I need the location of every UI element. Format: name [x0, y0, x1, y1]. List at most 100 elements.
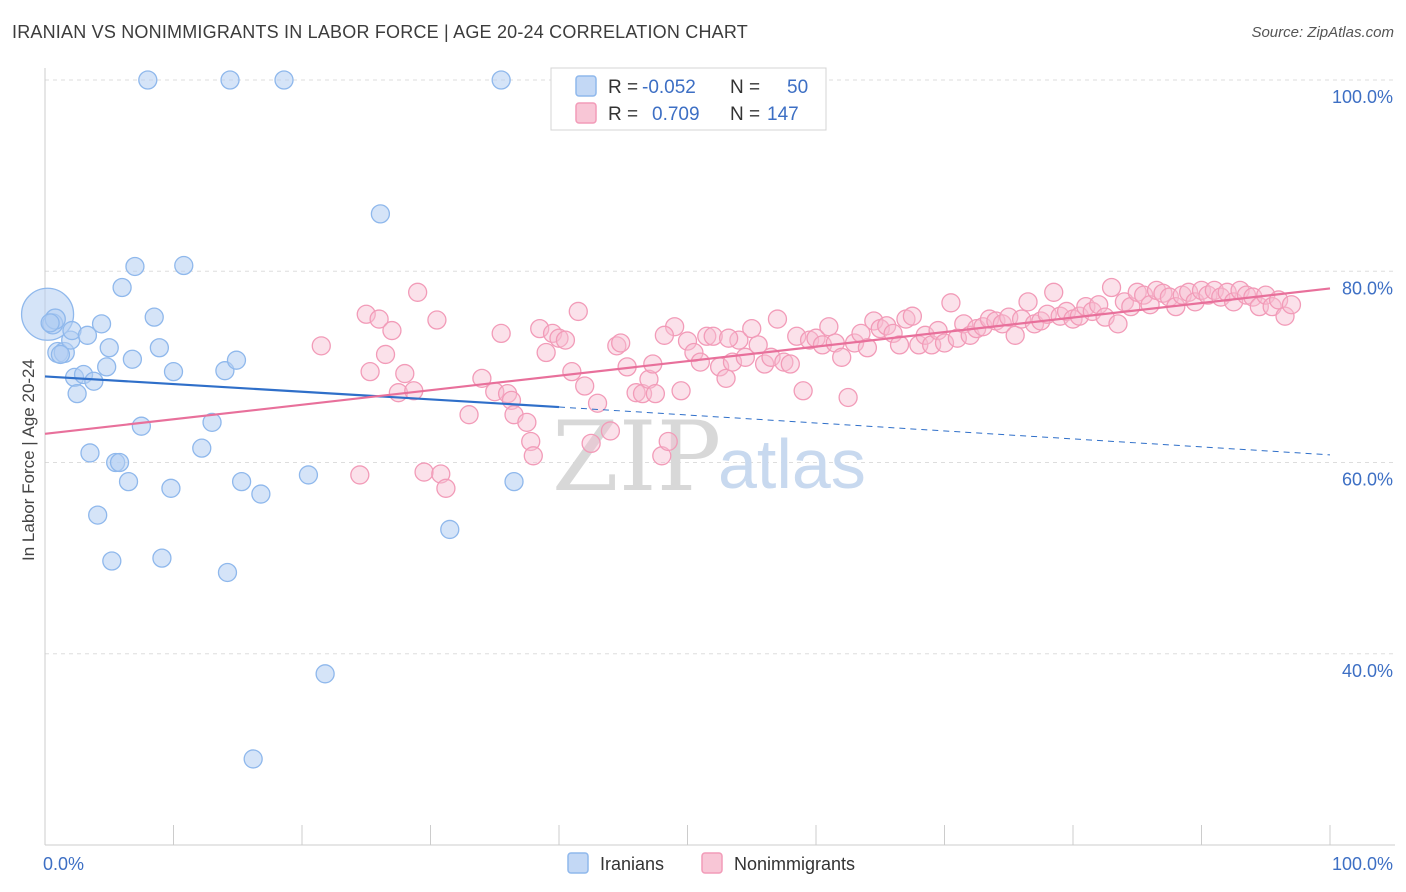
iranians-point — [88, 505, 108, 525]
chart-title: IRANIAN VS NONIMMIGRANTS IN LABOR FORCE … — [12, 22, 748, 42]
iranians-point — [131, 416, 152, 436]
nonimmigrants-point — [928, 320, 948, 341]
nonimmigrants-point — [360, 362, 380, 382]
iranians-point — [149, 338, 170, 358]
legend-r-nonimmigrants: 0.709 — [652, 104, 700, 125]
nonimmigrants-point — [521, 431, 541, 452]
series-iranians — [20, 70, 524, 769]
legend-r-iranians: -0.052 — [642, 77, 696, 98]
series-nonimmigrants — [311, 277, 1302, 498]
legend-n-label-iranians: N = — [730, 77, 760, 98]
nonimmigrants-point — [431, 464, 451, 484]
nonimmigrants-point — [407, 282, 428, 302]
legend-r-label-nonimmigrants: R = — [608, 104, 638, 125]
nonimmigrants-point — [568, 301, 588, 322]
iranians-point — [50, 344, 71, 365]
iranians-point — [243, 749, 263, 769]
nonimmigrants-point — [716, 368, 736, 389]
nonimmigrants-point — [350, 465, 370, 485]
nonimmigrants-point — [536, 342, 556, 363]
nonimmigrants-point — [857, 338, 878, 358]
nonimmigrants-point — [436, 478, 456, 498]
y-tick-label: 100.0% — [1332, 87, 1393, 107]
iranians-point — [202, 412, 222, 432]
iranians-point — [97, 357, 117, 377]
nonimmigrants-point — [1281, 295, 1302, 315]
bottom-legend-label-iranians: Iranians — [600, 854, 664, 874]
iranians-point — [80, 443, 100, 463]
x-tick-label: 0.0% — [43, 854, 84, 874]
iranians-point — [298, 465, 319, 485]
nonimmigrants-point — [459, 405, 479, 425]
bottom-legend: Iranians Nonimmigrants — [567, 852, 855, 874]
nonimmigrants-point — [889, 335, 910, 355]
iranians-point — [122, 349, 143, 369]
nonimmigrants-point — [311, 336, 331, 356]
nonimmigrants-point — [735, 347, 755, 367]
y-tick-label: 40.0% — [1342, 661, 1393, 681]
nonimmigrants-point — [600, 421, 621, 441]
nonimmigrants-point — [523, 446, 543, 466]
legend-n-label-nonimmigrants: N = — [730, 104, 760, 125]
nonimmigrants-point — [1018, 292, 1038, 312]
nonimmigrants-point — [1275, 306, 1295, 326]
chart-source: Source: ZipAtlas.com — [1251, 24, 1394, 41]
iranians-point — [118, 471, 139, 492]
nonimmigrants-point — [611, 333, 631, 353]
nonimmigrants-point — [369, 309, 389, 329]
iranians-point — [231, 471, 252, 492]
x-tick-label: 100.0% — [1332, 854, 1393, 874]
nonimmigrants-point — [902, 306, 923, 326]
trendlines — [44, 287, 1331, 456]
iranians-point — [504, 471, 524, 492]
nonimmigrants-point — [819, 317, 839, 337]
y-axis-label: In Labor Force | Age 20-24 — [19, 359, 38, 561]
bottom-legend-label-nonimmigrants: Nonimmigrants — [734, 854, 855, 874]
iranians-point — [251, 484, 271, 504]
nonimmigrants-point — [375, 344, 396, 365]
iranians-point — [99, 338, 119, 358]
watermark-zip: ZIP — [552, 401, 721, 513]
iranians-point — [315, 664, 335, 684]
nonimmigrants-point — [517, 412, 537, 432]
nonimmigrants-point — [654, 325, 675, 345]
legend-n-nonimmigrants: 147 — [767, 104, 799, 125]
iranians-point — [174, 255, 194, 276]
nonimmigrants-point — [838, 387, 858, 408]
nonimmigrants-point — [395, 363, 415, 384]
legend: R = -0.052 N = 50 R = 0.709 N = 147 — [550, 67, 827, 131]
iranians-point — [161, 478, 181, 498]
watermark: ZIP atlas — [552, 401, 866, 513]
iranians-point — [144, 307, 164, 327]
nonimmigrants-point — [562, 362, 582, 382]
nonimmigrants-point — [793, 381, 813, 401]
nonimmigrants-point — [1044, 282, 1064, 302]
legend-box — [550, 67, 827, 131]
watermark-atlas: atlas — [718, 425, 866, 503]
iranians-point — [138, 70, 158, 90]
nonimmigrants-point — [677, 331, 698, 351]
iranians-point — [67, 383, 87, 404]
iranians-point — [77, 325, 98, 345]
nonimmigrants-trendline — [44, 287, 1331, 435]
iranians-point — [91, 314, 112, 334]
nonimmigrants-point — [742, 318, 762, 339]
nonimmigrants-point — [671, 381, 691, 401]
iranians-point — [274, 70, 294, 90]
nonimmigrants-point — [684, 342, 704, 363]
nonimmigrants-point — [491, 323, 511, 344]
nonimmigrants-point — [718, 328, 739, 348]
nonimmigrants-point — [382, 320, 402, 341]
nonimmigrants-point — [832, 347, 852, 367]
nonimmigrants-point — [555, 330, 576, 350]
legend-swatch-iranians — [575, 75, 597, 97]
tick-labels: 40.0% 60.0% 80.0% 100.0% 0.0% 100.0% — [43, 87, 1393, 874]
iranians-point — [440, 519, 460, 540]
nonimmigrants-point — [587, 393, 608, 413]
y-tick-label: 80.0% — [1342, 278, 1393, 298]
nonimmigrants-point — [941, 293, 961, 313]
bottom-legend-swatch-nonimmigrants — [701, 852, 723, 874]
iranians-point — [217, 562, 238, 583]
nonimmigrants-point — [877, 316, 897, 336]
